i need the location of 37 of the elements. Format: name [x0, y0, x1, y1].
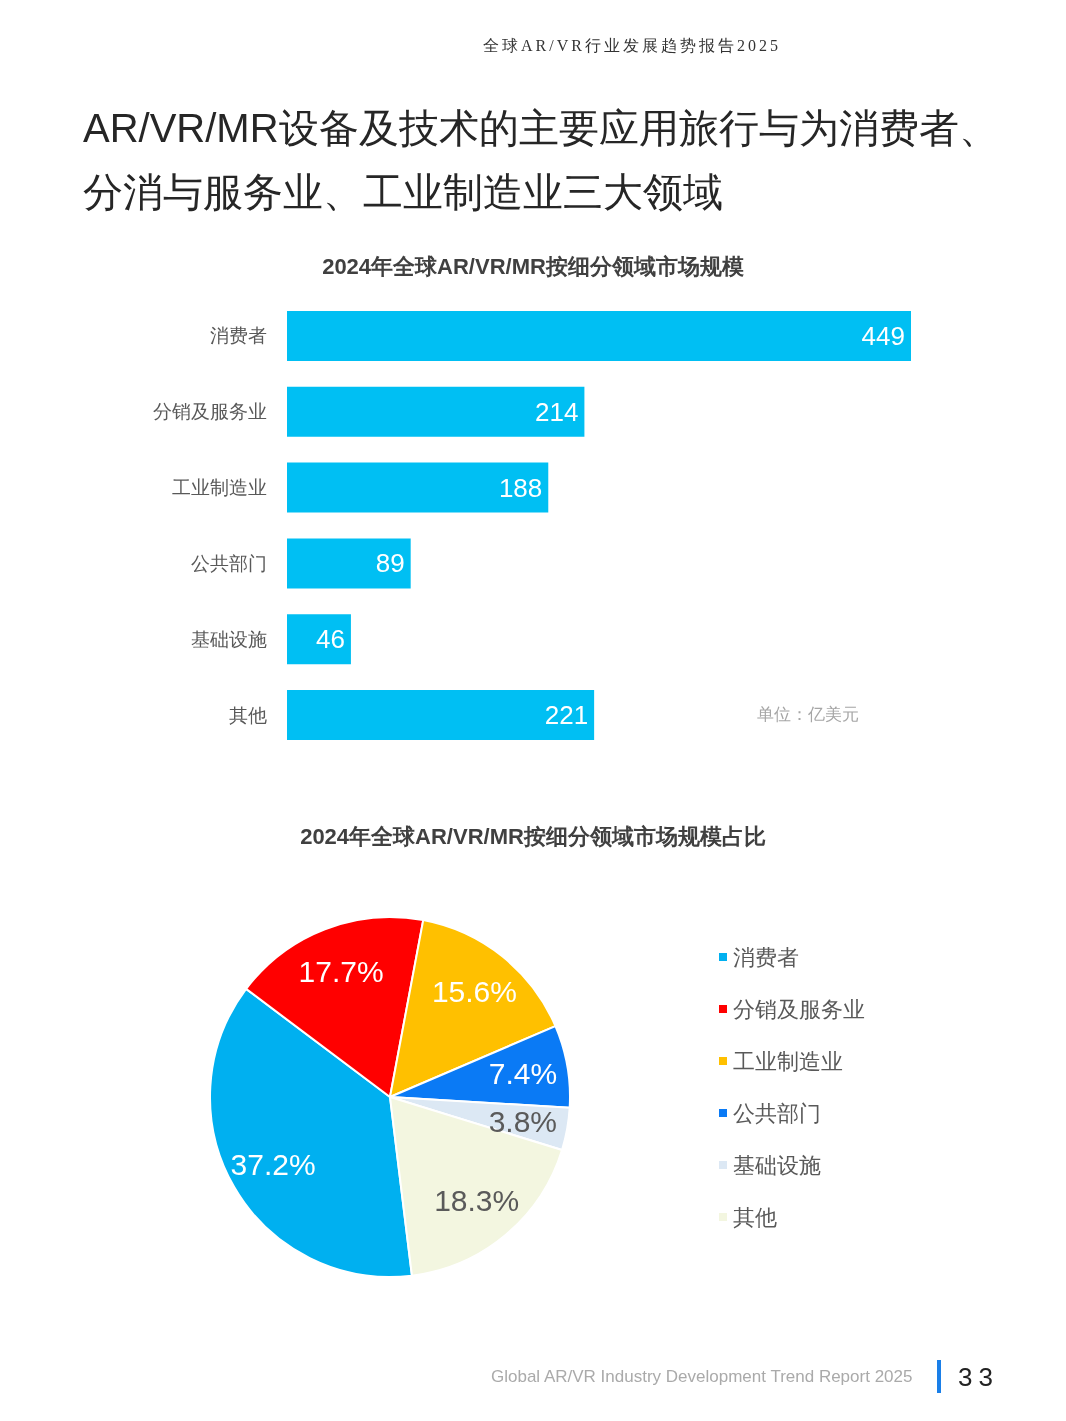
bar [287, 310, 911, 361]
annotation: 单位：亿美元 [757, 705, 859, 724]
legend-label: 工业制造业 [733, 1048, 843, 1074]
bar [287, 538, 411, 589]
data-label: 15.6% [431, 975, 517, 1009]
text: Global AR/VR Industry Development Trend Report 2025 [491, 1366, 913, 1388]
y-tick-label: 基础设施 [191, 628, 267, 650]
legend-label: 消费者 [733, 944, 799, 970]
text: 全球AR/VR行业发展趋势报告2025 [483, 36, 781, 56]
y-tick-label: 公共部门 [191, 552, 267, 574]
data-label: 188 [498, 472, 543, 503]
y-tick-label: 工业制造业 [172, 477, 267, 499]
data-label: 46 [316, 624, 345, 655]
text: AR/VR/MR设备及技术的主要应用旅行与为消费者、分消与服务业、工业制造业三大领域 [83, 105, 1000, 216]
y-tick-label: 其他 [229, 704, 267, 726]
bar [287, 614, 351, 665]
legend-label: 基础设施 [733, 1152, 821, 1178]
legend-label: 分销及服务业 [733, 996, 865, 1022]
chart-title: 2024年全球AR/VR/MR按细分领域市场规模占比 [300, 823, 766, 849]
data-label: 89 [375, 548, 405, 579]
data-label: 221 [544, 700, 589, 731]
data-label: 7.4% [488, 1057, 558, 1091]
bar [287, 386, 585, 437]
text: 33 [958, 1361, 999, 1393]
data-label: 214 [535, 396, 579, 427]
data-label: 37.2% [230, 1148, 316, 1182]
data-label: 3.8% [488, 1104, 558, 1138]
data-label: 17.7% [298, 954, 384, 988]
bar [287, 462, 549, 513]
chart-title: 2024年全球AR/VR/MR按细分领域市场规模 [322, 253, 744, 279]
y-tick-label: 消费者 [210, 325, 267, 347]
legend-label: 公共部门 [733, 1100, 821, 1126]
data-label: 449 [861, 320, 905, 351]
y-tick-label: 分销及服务业 [153, 401, 267, 423]
data-label: 18.3% [434, 1184, 520, 1218]
legend-label: 其他 [733, 1204, 777, 1230]
bar [287, 690, 595, 741]
